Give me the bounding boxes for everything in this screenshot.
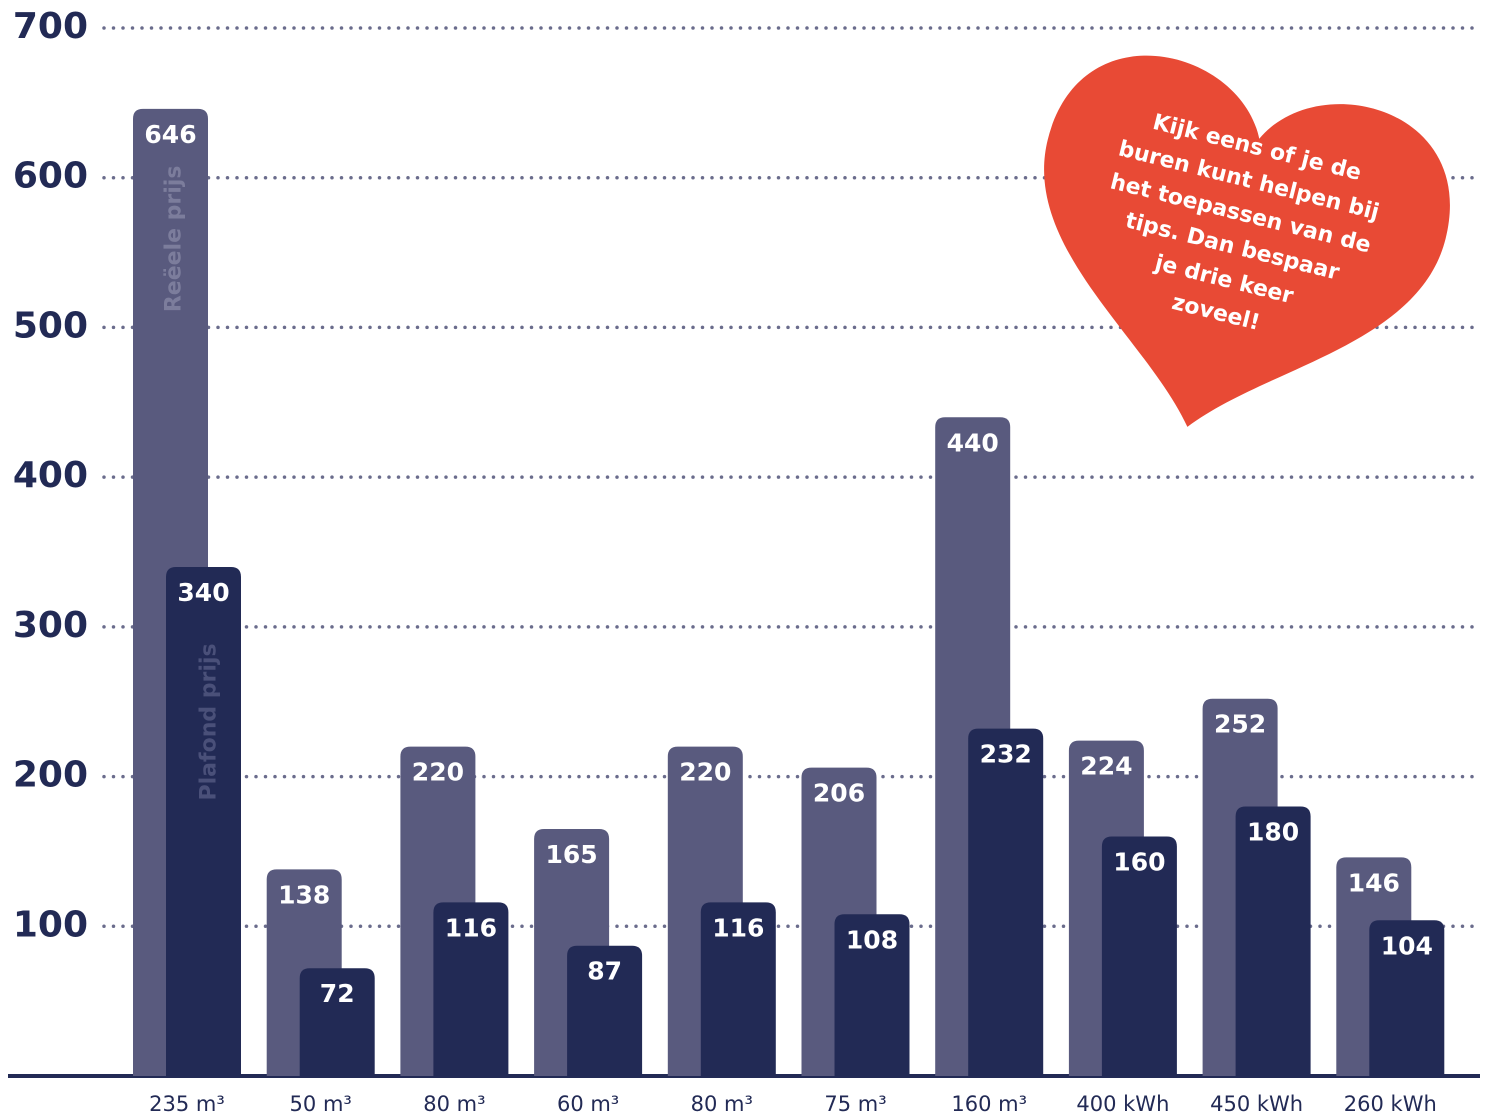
x-tick-label: 80 m³ [691, 1092, 753, 1116]
x-tick-label: 75 m³ [824, 1092, 886, 1116]
value-label: 340 [177, 578, 229, 607]
value-label: 87 [587, 957, 622, 986]
x-tick-label: 450 kWh [1210, 1092, 1303, 1116]
value-label: 206 [813, 779, 865, 808]
value-label: 116 [445, 913, 497, 942]
value-label: 104 [1381, 931, 1433, 960]
value-label: 146 [1348, 868, 1400, 897]
value-label: 220 [679, 758, 731, 787]
x-tick-label: 160 m³ [951, 1092, 1027, 1116]
value-label: 232 [980, 740, 1032, 769]
value-label: 108 [846, 925, 898, 954]
bar [1235, 806, 1311, 1076]
value-label: 646 [144, 120, 196, 149]
bar [1369, 920, 1445, 1076]
x-tick-label: 400 kWh [1076, 1092, 1169, 1116]
y-tick-label: 700 [13, 6, 88, 47]
y-tick-label: 100 [13, 904, 88, 945]
y-tick-label: 600 [13, 156, 88, 197]
heart [1044, 55, 1450, 427]
y-tick-label: 500 [13, 305, 88, 346]
bar [433, 902, 509, 1076]
x-tick-label: 235 m³ [149, 1092, 225, 1116]
x-tick-label: 60 m³ [557, 1092, 619, 1116]
value-label: 440 [947, 428, 999, 457]
value-label: 138 [278, 880, 330, 909]
bar [1101, 836, 1177, 1076]
bar [299, 968, 375, 1076]
bar [968, 728, 1044, 1076]
value-label: 220 [412, 758, 464, 787]
value-label: 180 [1247, 818, 1299, 847]
legend-label: Plafond prijs [197, 643, 222, 800]
value-label: 160 [1113, 847, 1165, 876]
value-label: 252 [1214, 710, 1266, 739]
bar [166, 566, 241, 1076]
legend-label: Reëele prijs [162, 166, 187, 313]
bar [567, 945, 643, 1076]
value-label: 116 [712, 913, 764, 942]
x-tick-label: 80 m³ [423, 1092, 485, 1116]
bar [700, 902, 776, 1076]
y-tick-label: 200 [13, 755, 88, 796]
y-tick-label: 300 [13, 605, 88, 646]
y-tick-label: 400 [13, 455, 88, 496]
x-tick-label: 50 m³ [290, 1092, 352, 1116]
bar [834, 914, 910, 1076]
value-label: 72 [320, 979, 355, 1008]
value-label: 224 [1080, 752, 1132, 781]
x-tick-label: 260 kWh [1344, 1092, 1437, 1116]
value-label: 165 [546, 840, 598, 869]
